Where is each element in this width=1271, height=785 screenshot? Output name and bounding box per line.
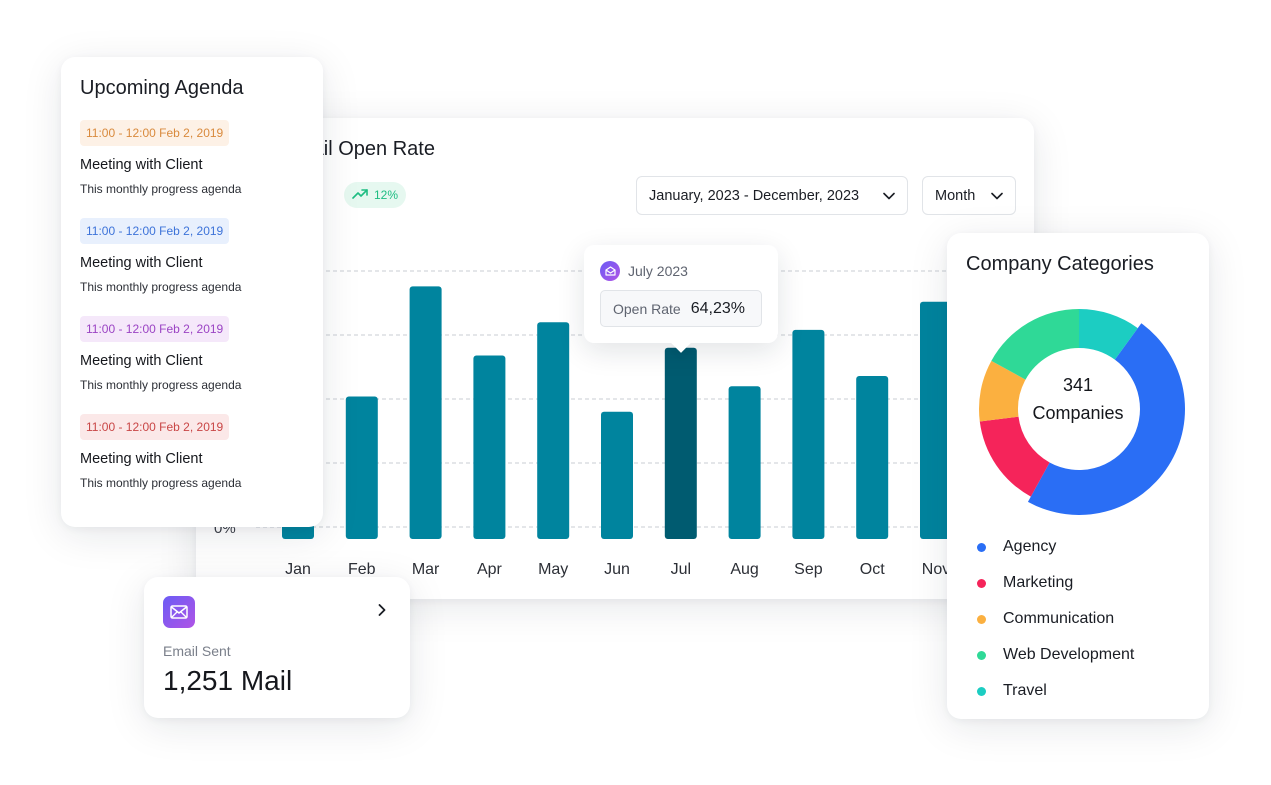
- donut-slice-travel[interactable]: [1079, 309, 1138, 360]
- legend-label: Agency: [1003, 538, 1057, 555]
- agenda-item[interactable]: 11:00 - 12:00 Feb 2, 2019 Meeting with C…: [80, 218, 304, 294]
- agenda-item-description: This monthly progress agenda: [80, 378, 242, 392]
- bar-apr[interactable]: [473, 355, 506, 539]
- legend-dot: [977, 614, 986, 624]
- agenda-item-title: Meeting with Client: [80, 353, 203, 369]
- legend-dot: [977, 686, 986, 696]
- agenda-time-badge: 11:00 - 12:00 Feb 2, 2019: [80, 218, 230, 244]
- tooltip-label: Open Rate: [613, 300, 681, 317]
- period-label: Month: [935, 187, 976, 204]
- period-select[interactable]: Month: [922, 176, 1016, 215]
- agenda-list: 11:00 - 12:00 Feb 2, 2019 Meeting with C…: [80, 120, 304, 490]
- bar-nov[interactable]: [920, 301, 952, 539]
- x-tick-label: Jan: [285, 561, 311, 578]
- x-tick-label: Oct: [860, 561, 885, 578]
- tooltip-value-box: Open Rate 64,23%: [600, 290, 762, 327]
- chart-tooltip: July 2023 Open Rate 64,23%: [584, 245, 778, 343]
- x-tick-label: Mar: [412, 561, 440, 578]
- categories-title: Company Categories: [966, 253, 1154, 275]
- agenda-item[interactable]: 11:00 - 12:00 Feb 2, 2019 Meeting with C…: [80, 316, 304, 392]
- legend-item: Agency: [977, 529, 1134, 565]
- categories-donut-chart: [979, 309, 1185, 515]
- legend-label: Communication: [1003, 610, 1115, 627]
- donut-center-label: 341 Companies: [1018, 371, 1138, 427]
- x-tick-label: Jul: [671, 561, 691, 578]
- bar-sep[interactable]: [792, 329, 825, 539]
- x-tick-label: Nov: [922, 561, 950, 578]
- x-tick-label: Aug: [730, 561, 758, 578]
- email-open-rate-card: mail Open Rate 6 12% ate January, 2023 -…: [196, 118, 1034, 599]
- date-range-label: January, 2023 - December, 2023: [649, 187, 860, 204]
- tooltip-value: 64,23%: [690, 299, 745, 317]
- agenda-time-badge: 11:00 - 12:00 Feb 2, 2019: [80, 316, 230, 342]
- agenda-item-description: This monthly progress agenda: [80, 182, 242, 196]
- chart-title: mail Open Rate: [296, 138, 435, 160]
- agenda-title: Upcoming Agenda: [80, 77, 244, 99]
- agenda-item-description: This monthly progress agenda: [80, 476, 242, 490]
- agenda-item[interactable]: 11:00 - 12:00 Feb 2, 2019 Meeting with C…: [80, 120, 304, 196]
- mail-open-icon: [600, 261, 620, 281]
- x-tick-label: Apr: [477, 561, 503, 578]
- companies-count: 341: [1062, 375, 1094, 395]
- bar-may[interactable]: [537, 322, 570, 539]
- agenda-item-description: This monthly progress agenda: [80, 280, 242, 294]
- email-sent-card[interactable]: Email Sent 1,251 Mail: [144, 577, 410, 718]
- donut-slice-marketing[interactable]: [979, 416, 1050, 497]
- mail-icon: [163, 596, 195, 628]
- donut-slice-agency[interactable]: [1027, 323, 1185, 515]
- legend-label: Web Development: [1003, 646, 1135, 663]
- trend-value: 12%: [374, 188, 399, 202]
- upcoming-agenda-card: Upcoming Agenda 11:00 - 12:00 Feb 2, 201…: [61, 57, 323, 527]
- agenda-item-title: Meeting with Client: [80, 157, 203, 173]
- company-categories-card: Company Categories 341 Companies Agency …: [947, 233, 1209, 719]
- legend-item: Travel: [977, 673, 1134, 709]
- legend-item: Web Development: [977, 637, 1134, 673]
- legend-dot: [977, 650, 986, 660]
- bar-aug[interactable]: [728, 386, 761, 539]
- legend-dot: [977, 578, 986, 588]
- chevron-right-icon[interactable]: [378, 603, 386, 621]
- legend-label: Marketing: [1003, 574, 1074, 591]
- chevron-down-icon: [883, 188, 895, 204]
- bar-jun[interactable]: [601, 411, 633, 539]
- bar-oct[interactable]: [856, 375, 889, 539]
- chevron-down-icon: [991, 188, 1003, 204]
- legend-dot: [977, 542, 986, 552]
- donut-slice-communication[interactable]: [979, 360, 1026, 422]
- agenda-item-title: Meeting with Client: [80, 451, 203, 467]
- x-tick-label: Feb: [348, 561, 376, 578]
- legend-item: Communication: [977, 601, 1134, 637]
- x-tick-label: Sep: [794, 561, 823, 578]
- bar-mar[interactable]: [409, 286, 442, 539]
- bar-feb[interactable]: [345, 396, 378, 539]
- agenda-item-title: Meeting with Client: [80, 255, 203, 271]
- email-sent-value: 1,251 Mail: [163, 665, 293, 696]
- tooltip-month: July 2023: [628, 263, 688, 279]
- email-sent-label: Email Sent: [163, 643, 231, 659]
- date-range-picker[interactable]: January, 2023 - December, 2023: [636, 176, 908, 215]
- trend-up-icon: [352, 188, 368, 203]
- x-tick-label: May: [538, 561, 568, 578]
- companies-label: Companies: [1032, 403, 1124, 423]
- legend-item: Marketing: [977, 565, 1134, 601]
- agenda-time-badge: 11:00 - 12:00 Feb 2, 2019: [80, 120, 230, 146]
- legend-label: Travel: [1003, 682, 1047, 699]
- donut-slice-web-development[interactable]: [991, 309, 1079, 380]
- bar-jul[interactable]: [664, 347, 697, 539]
- x-tick-label: Jun: [604, 561, 630, 578]
- agenda-item[interactable]: 11:00 - 12:00 Feb 2, 2019 Meeting with C…: [80, 414, 304, 490]
- agenda-time-badge: 11:00 - 12:00 Feb 2, 2019: [80, 414, 230, 440]
- trend-badge: 12%: [344, 182, 407, 208]
- categories-legend: Agency Marketing Communication Web Devel…: [977, 529, 1134, 709]
